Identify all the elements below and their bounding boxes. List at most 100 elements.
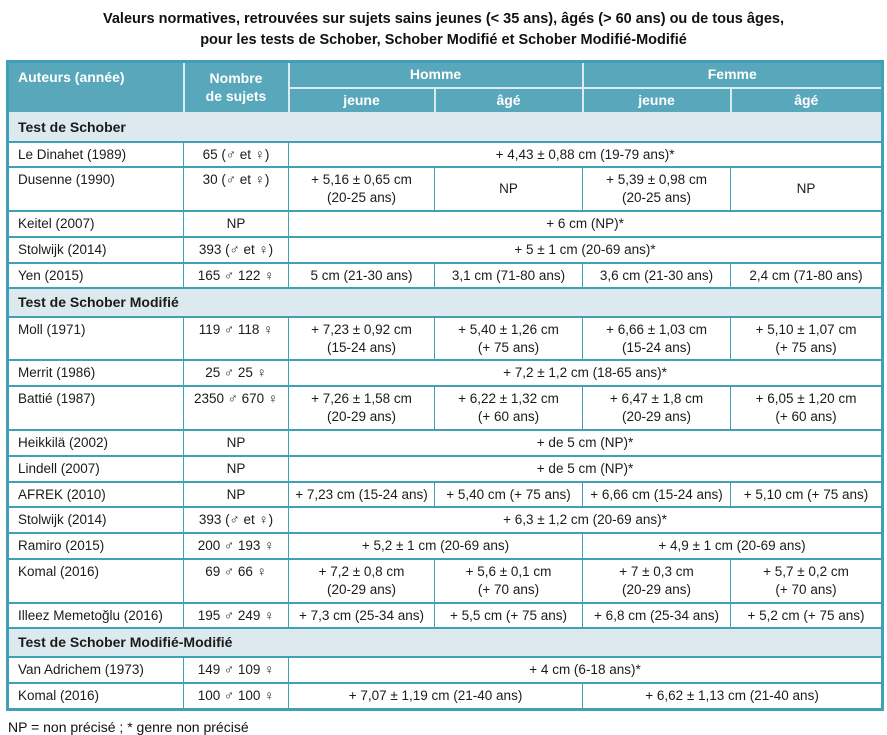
col-header-femme-age: âgé	[729, 86, 884, 115]
table-row: Yen (2015) 165 ♂ 122 ♀ 5 cm (21-30 ans) 3,1…	[7, 261, 884, 290]
value-cell: + 6,3 ± 1,2 cm (20-69 ans)*	[287, 506, 884, 535]
value-cell: + 5,5 cm (+ 75 ans)	[433, 601, 584, 630]
subjects-cell: 69 ♂ 66 ♀	[183, 557, 289, 604]
subjects-cell: 200 ♂ 193 ♀	[183, 532, 289, 560]
table-row: AFREK (2010) NP + 7,23 cm (15-24 ans) + 5,4…	[7, 480, 884, 509]
value-cell: 2,4 cm (71-80 ans)	[730, 261, 884, 290]
subjects-cell: 165 ♂ 122 ♀	[183, 261, 289, 290]
value-cell: + 5,10 ± 1,07 cm (+ 75 ans)	[730, 315, 884, 362]
value-cell: + 7,3 cm (25-34 ans)	[288, 601, 435, 630]
value-cell: + 6,62 ± 1,13 cm (21-40 ans)	[582, 681, 884, 711]
value-cell: + 7,2 ± 0,8 cm (20-29 ans)	[288, 557, 435, 604]
col-header-femme-jeune: jeune	[581, 86, 732, 115]
value-cell: + 7,23 ± 0,92 cm (15-24 ans)	[288, 315, 435, 362]
col-header-subjects: Nombre de sujets	[182, 60, 290, 115]
table-row: Illeez Memetoğlu (2016) 195 ♂ 249 ♀ + 7,3 …	[7, 601, 884, 630]
section-label: Test de Schober Modifié-Modifié	[6, 627, 884, 658]
subjects-cell: 65 (♂ et ♀)	[183, 140, 289, 169]
value-cell: 5 cm (21-30 ans)	[288, 261, 435, 290]
author-cell: Stolwijk (2014)	[7, 235, 184, 264]
table-row: Dusenne (1990) 30 (♂ et ♀) + 5,16 ± 0,65 c…	[7, 166, 884, 212]
section-row: Test de Schober	[6, 112, 884, 143]
subjects-cell: NP	[183, 428, 289, 457]
value-cell: + 5,10 cm (+ 75 ans)	[730, 480, 884, 509]
table-row: Stolwijk (2014) 393 (♂ et ♀) + 6,3 ± 1,2 c…	[7, 506, 884, 535]
author-cell: Ramiro (2015)	[7, 532, 184, 560]
value-cell: 3,1 cm (71-80 ans)	[433, 261, 584, 290]
col-header-authors: Auteurs (année)	[6, 60, 185, 115]
value-cell: + 5,2 ± 1 cm (20-69 ans)	[287, 532, 584, 560]
value-cell: + de 5 cm (NP)*	[287, 428, 884, 457]
value-cell: + 7,26 ± 1,58 cm (20-29 ans)	[288, 385, 435, 431]
table-row: Battié (1987) 2350 ♂ 670 ♀ + 7,26 ± 1,58 c…	[7, 385, 884, 431]
author-cell: Le Dinahet (1989)	[7, 140, 184, 169]
value-cell: + 7,07 ± 1,19 cm (21-40 ans)	[287, 681, 584, 711]
value-cell: + 5,40 cm (+ 75 ans)	[433, 480, 584, 509]
author-cell: Yen (2015)	[7, 261, 184, 290]
header-row-subgroups: jeune âgé jeune âgé	[8, 86, 884, 115]
col-header-homme: Homme	[287, 60, 584, 89]
value-cell: + de 5 cm (NP)*	[287, 454, 884, 483]
value-cell: + 5,16 ± 0,65 cm (20-25 ans)	[288, 166, 435, 212]
value-cell: + 7,23 cm (15-24 ans)	[288, 480, 435, 509]
subjects-cell: 100 ♂ 100 ♀	[183, 681, 289, 711]
value-cell: + 7,2 ± 1,2 cm (18-65 ans)*	[287, 359, 884, 388]
value-cell: + 4,43 ± 0,88 cm (19-79 ans)*	[287, 140, 884, 169]
author-cell: Dusenne (1990)	[7, 166, 184, 212]
table-row: Heikkilä (2002) NP + de 5 cm (NP)*	[7, 428, 884, 457]
table-row: Komal (2016) 69 ♂ 66 ♀ + 7,2 ± 0,8 cm (20-…	[7, 557, 884, 604]
table-footnote: NP = non précisé ; * genre non précisé	[8, 718, 249, 735]
author-cell: Keitel (2007)	[7, 209, 184, 238]
table-row: Komal (2016) 100 ♂ 100 ♀ + 7,07 ± 1,19 cm …	[7, 681, 884, 711]
value-cell: + 6,22 ± 1,32 cm (+ 60 ans)	[433, 385, 584, 431]
author-cell: Stolwijk (2014)	[7, 506, 184, 535]
value-cell: + 5,2 cm (+ 75 ans)	[730, 601, 884, 630]
subjects-cell: 2350 ♂ 670 ♀	[183, 385, 289, 431]
value-cell: + 6,47 ± 1,8 cm (20-29 ans)	[582, 385, 732, 431]
table-row: Ramiro (2015) 200 ♂ 193 ♀ + 5,2 ± 1 cm (20…	[7, 532, 884, 560]
subjects-cell: 25 ♂ 25 ♀	[183, 359, 289, 388]
value-cell: + 6,05 ± 1,20 cm (+ 60 ans)	[730, 385, 884, 431]
value-cell: + 4,9 ± 1 cm (20-69 ans)	[582, 532, 884, 560]
table-header: Auteurs (année) Nombre de sujets Homme F…	[6, 60, 884, 115]
col-header-homme-jeune: jeune	[287, 86, 436, 115]
author-cell: Moll (1971)	[7, 315, 184, 362]
table-row: Moll (1971) 119 ♂ 118 ♀ + 7,23 ± 0,92 cm (…	[7, 315, 884, 362]
author-cell: Battié (1987)	[7, 385, 184, 431]
author-cell: Illeez Memetoğlu (2016)	[7, 601, 184, 630]
value-cell: + 7 ± 0,3 cm (20-29 ans)	[582, 557, 732, 604]
subjects-cell: NP	[183, 480, 289, 509]
subjects-cell: NP	[183, 454, 289, 483]
table-row: Keitel (2007) NP + 6 cm (NP)*	[7, 209, 884, 238]
table-title: Valeurs normatives, retrouvées sur sujet…	[103, 11, 784, 49]
section-label: Test de Schober	[6, 112, 884, 143]
author-cell: Heikkilä (2002)	[7, 428, 184, 457]
table-row: Stolwijk (2014) 393 (♂ et ♀) + 5 ± 1 cm (2…	[7, 235, 884, 264]
table-row: Merrit (1986) 25 ♂ 25 ♀ + 7,2 ± 1,2 cm (18…	[7, 359, 884, 388]
author-cell: Komal (2016)	[7, 557, 184, 604]
section-label: Test de Schober Modifié	[6, 287, 884, 318]
table-row: Lindell (2007) NP + de 5 cm (NP)*	[7, 454, 884, 483]
author-cell: Van Adrichem (1973)	[7, 655, 184, 684]
author-cell: AFREK (2010)	[7, 480, 184, 509]
value-cell: + 5,7 ± 0,2 cm (+ 70 ans)	[730, 557, 884, 604]
author-cell: Lindell (2007)	[7, 454, 184, 483]
value-cell: + 5,6 ± 0,1 cm (+ 70 ans)	[433, 557, 584, 604]
subjects-cell: 393 (♂ et ♀)	[183, 235, 289, 264]
value-cell: + 6,66 cm (15-24 ans)	[582, 480, 732, 509]
section-row: Test de Schober Modifié	[6, 287, 884, 318]
subjects-cell: 393 (♂ et ♀)	[183, 506, 289, 535]
value-cell: NP	[433, 166, 584, 212]
section-row: Test de Schober Modifié-Modifié	[6, 627, 884, 658]
subjects-cell: NP	[183, 209, 289, 238]
value-cell: + 5 ± 1 cm (20-69 ans)*	[287, 235, 884, 264]
value-cell: + 5,40 ± 1,26 cm (+ 75 ans)	[433, 315, 584, 362]
subjects-cell: 30 (♂ et ♀)	[183, 166, 289, 212]
col-header-homme-age: âgé	[433, 86, 584, 115]
author-cell: Komal (2016)	[7, 681, 184, 711]
table-row: Van Adrichem (1973) 149 ♂ 109 ♀ + 4 cm (6-…	[7, 655, 884, 684]
table-row: Le Dinahet (1989) 65 (♂ et ♀) + 4,43 ± 0,8…	[7, 140, 884, 169]
value-cell: + 6,8 cm (25-34 ans)	[582, 601, 732, 630]
subjects-cell: 149 ♂ 109 ♀	[183, 655, 289, 684]
